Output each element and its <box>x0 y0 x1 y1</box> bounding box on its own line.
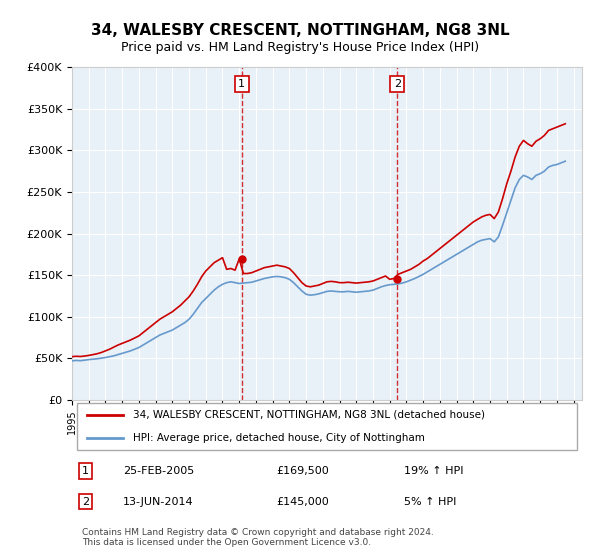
Text: 25-FEB-2005: 25-FEB-2005 <box>123 466 194 476</box>
Text: 5% ↑ HPI: 5% ↑ HPI <box>404 497 456 506</box>
FancyBboxPatch shape <box>77 403 577 450</box>
Text: 19% ↑ HPI: 19% ↑ HPI <box>404 466 463 476</box>
Text: 13-JUN-2014: 13-JUN-2014 <box>123 497 194 506</box>
Text: 1: 1 <box>82 466 89 476</box>
Text: Contains HM Land Registry data © Crown copyright and database right 2024.
This d: Contains HM Land Registry data © Crown c… <box>82 528 434 547</box>
Text: 2: 2 <box>394 79 401 89</box>
Text: Price paid vs. HM Land Registry's House Price Index (HPI): Price paid vs. HM Land Registry's House … <box>121 41 479 54</box>
Text: 1: 1 <box>238 79 245 89</box>
Text: 34, WALESBY CRESCENT, NOTTINGHAM, NG8 3NL: 34, WALESBY CRESCENT, NOTTINGHAM, NG8 3N… <box>91 24 509 38</box>
Text: 34, WALESBY CRESCENT, NOTTINGHAM, NG8 3NL (detached house): 34, WALESBY CRESCENT, NOTTINGHAM, NG8 3N… <box>133 410 485 419</box>
Text: £169,500: £169,500 <box>276 466 329 476</box>
Text: 2: 2 <box>82 497 89 506</box>
Text: HPI: Average price, detached house, City of Nottingham: HPI: Average price, detached house, City… <box>133 433 425 443</box>
Text: £145,000: £145,000 <box>276 497 329 506</box>
